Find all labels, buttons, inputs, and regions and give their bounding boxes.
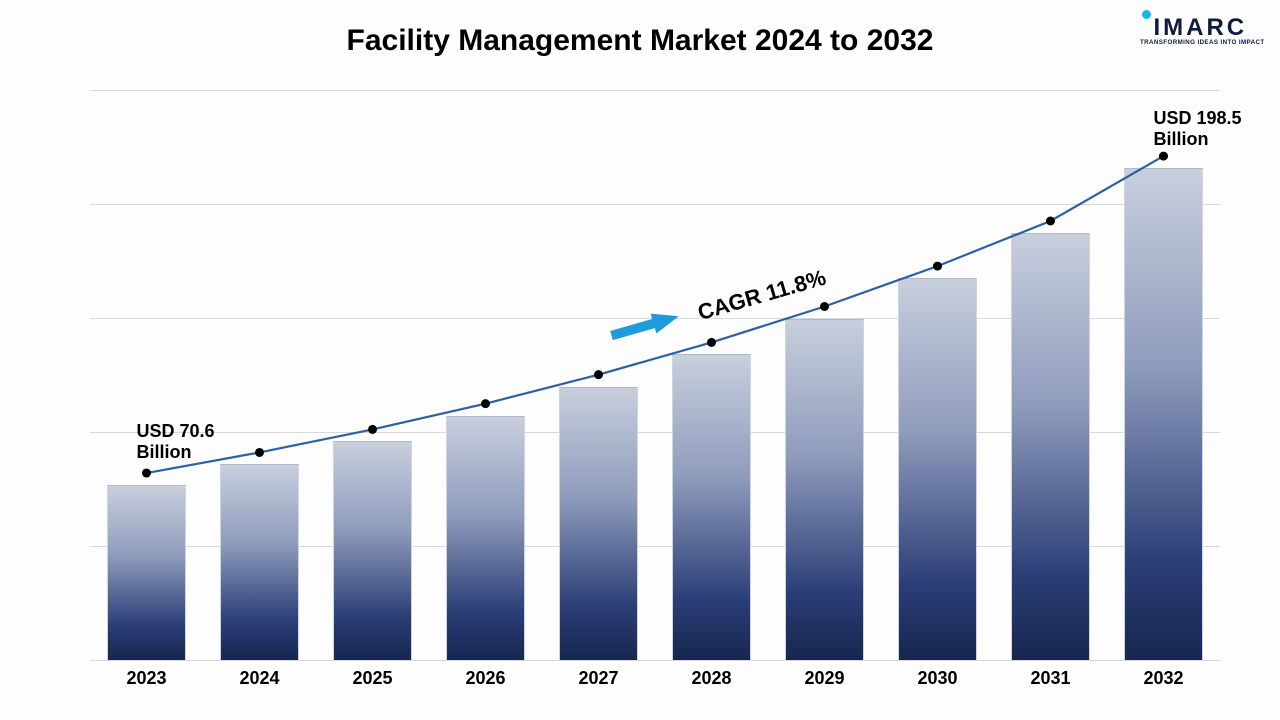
bar bbox=[446, 416, 525, 660]
bar-fill bbox=[107, 485, 186, 660]
bar bbox=[672, 354, 751, 660]
plot-area bbox=[90, 90, 1220, 660]
chart-title: Facility Management Market 2024 to 2032 bbox=[0, 24, 1280, 58]
x-axis-label: 2026 bbox=[429, 668, 542, 689]
x-axis-label: 2030 bbox=[881, 668, 994, 689]
bar bbox=[785, 319, 864, 661]
data-marker bbox=[594, 370, 603, 379]
bar-fill bbox=[898, 278, 977, 660]
bar bbox=[559, 387, 638, 660]
end-value-line2: Billion bbox=[1154, 129, 1209, 149]
x-axis-label: 2028 bbox=[655, 668, 768, 689]
data-marker bbox=[933, 262, 942, 271]
data-marker bbox=[1046, 216, 1055, 225]
start-value-label: USD 70.6 Billion bbox=[137, 421, 215, 462]
gridline bbox=[90, 660, 1220, 661]
bar bbox=[220, 464, 299, 660]
bar bbox=[898, 278, 977, 660]
chart-canvas: Facility Management Market 2024 to 2032 … bbox=[0, 0, 1280, 720]
gridline bbox=[90, 204, 1220, 205]
logo-dot-icon bbox=[1142, 10, 1151, 19]
gridline bbox=[90, 90, 1220, 91]
end-value-label: USD 198.5 Billion bbox=[1154, 108, 1242, 149]
start-value-line2: Billion bbox=[137, 442, 192, 462]
logo-text: IMARC bbox=[1153, 14, 1247, 41]
bar bbox=[1124, 168, 1203, 660]
x-axis-label: 2031 bbox=[994, 668, 1107, 689]
bar bbox=[107, 485, 186, 660]
bar-fill bbox=[220, 464, 299, 660]
x-axis-label: 2024 bbox=[203, 668, 316, 689]
bar-fill bbox=[672, 354, 751, 660]
bar bbox=[333, 441, 412, 660]
bar-fill bbox=[785, 319, 864, 661]
logo-tagline: TRANSFORMING IDEAS INTO IMPACT bbox=[1140, 39, 1265, 46]
bar-fill bbox=[446, 416, 525, 660]
start-value-line1: USD 70.6 bbox=[137, 421, 215, 441]
x-axis-label: 2025 bbox=[316, 668, 429, 689]
end-value-line1: USD 198.5 bbox=[1154, 108, 1242, 128]
data-marker bbox=[255, 448, 264, 457]
bar-fill bbox=[1011, 233, 1090, 660]
x-axis-label: 2032 bbox=[1107, 668, 1220, 689]
data-marker bbox=[820, 302, 829, 311]
bar bbox=[1011, 233, 1090, 660]
x-axis-label: 2027 bbox=[542, 668, 655, 689]
brand-logo: IMARC TRANSFORMING IDEAS INTO IMPACT bbox=[1140, 14, 1265, 46]
bar-fill bbox=[1124, 168, 1203, 660]
data-marker bbox=[142, 469, 151, 478]
bar-fill bbox=[559, 387, 638, 660]
data-marker bbox=[481, 399, 490, 408]
data-marker bbox=[1159, 152, 1168, 161]
x-axis-label: 2029 bbox=[768, 668, 881, 689]
data-marker bbox=[707, 338, 716, 347]
bar-fill bbox=[333, 441, 412, 660]
x-axis-label: 2023 bbox=[90, 668, 203, 689]
